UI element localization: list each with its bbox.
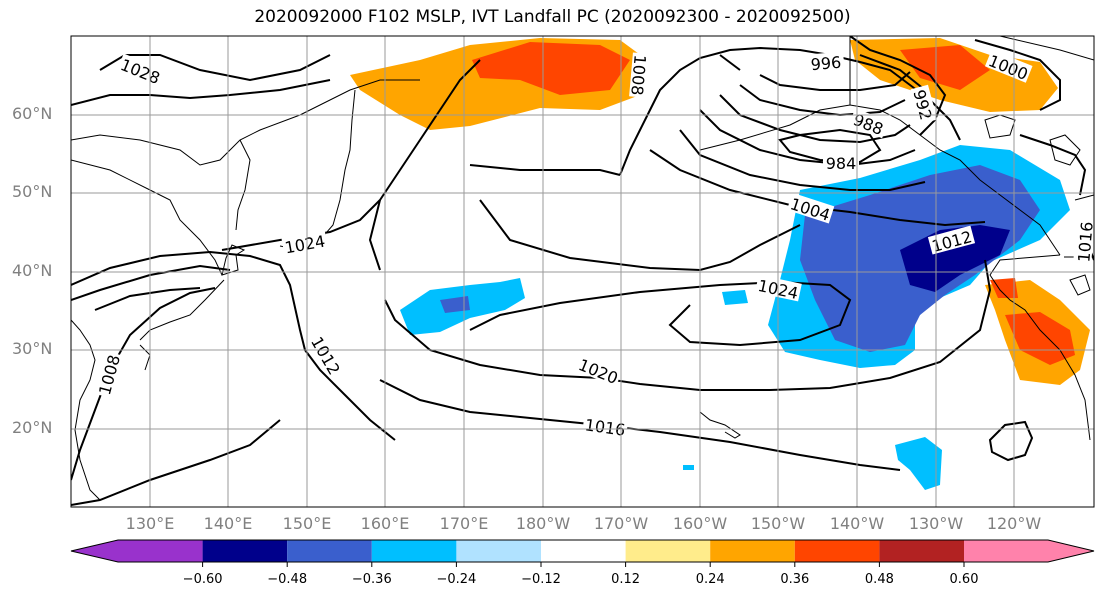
- colorbar-tick-label: −0.24: [436, 572, 477, 587]
- colorbar-tick-label: 0.48: [864, 572, 894, 587]
- colorbar-segment: [371, 540, 457, 562]
- coastlines: [71, 36, 1094, 501]
- colorbar-tick-label: −0.36: [351, 572, 392, 587]
- map-frame: [70, 35, 1095, 508]
- latitude-label: 40°N: [12, 261, 53, 280]
- longitude-label: 160°E: [360, 514, 410, 533]
- colorbar-tick-label: 0.60: [949, 572, 979, 587]
- longitude-label: 140°W: [829, 514, 885, 533]
- colorbar-segment: [202, 540, 288, 562]
- isobar-label: 1020: [576, 355, 621, 388]
- ivt-negative-shading: [400, 145, 1070, 490]
- isobar-label: 1012: [307, 333, 344, 378]
- isobar-label: 1016: [1074, 221, 1096, 263]
- longitude-label: 170°E: [439, 514, 489, 533]
- colorbar: [70, 539, 1095, 567]
- colorbar-tick-label: −0.12: [521, 572, 561, 587]
- colorbar-segment: [1048, 540, 1094, 562]
- longitude-label: 150°W: [750, 514, 806, 533]
- colorbar-segment: [71, 540, 118, 562]
- latitude-label: 20°N: [12, 418, 53, 437]
- latitude-label: 30°N: [12, 339, 53, 358]
- longitude-label: 120°W: [986, 514, 1042, 533]
- isobar-labels: 1028 1024 1024 1020 1016 1012 1008 1008 …: [93, 49, 1096, 440]
- gridlines: [71, 36, 1094, 507]
- isobar-label: 996: [810, 53, 842, 75]
- longitude-label: 130°E: [125, 514, 175, 533]
- colorbar-segment: [964, 540, 1048, 562]
- longitude-label: 180°W: [515, 514, 571, 533]
- colorbar-tick-label: 0.36: [780, 572, 810, 587]
- isobar-label: 984: [826, 154, 857, 173]
- colorbar-segment: [456, 540, 541, 562]
- colorbar-outline: [70, 539, 1095, 563]
- isobar-label: 1024: [283, 232, 326, 258]
- map-title: 2020092000 F102 MSLP, IVT Landfall PC (2…: [254, 7, 851, 27]
- isobar-label: 1008: [95, 353, 124, 397]
- isobar-label: 1028: [118, 55, 163, 88]
- longitude-label: 160°W: [672, 514, 728, 533]
- colorbar-segment: [794, 540, 880, 562]
- colorbar-segment: [287, 540, 372, 562]
- latitude-label: 60°N: [12, 104, 53, 123]
- colorbar-tick-label: −0.60: [182, 572, 223, 587]
- colorbar-tick-label: 0.24: [695, 572, 725, 587]
- longitude-label: 140°E: [203, 514, 253, 533]
- isobar-label: 1016: [584, 415, 627, 439]
- colorbar-tick-label: −0.48: [267, 572, 308, 587]
- colorbar-segment: [879, 540, 964, 562]
- map-area: 1028 1024 1024 1020 1016 1012 1008 1008 …: [71, 36, 1096, 507]
- ivt-positive-shading: [350, 38, 1090, 385]
- colorbar-segment: [710, 540, 795, 562]
- longitude-label: 130°W: [908, 514, 964, 533]
- colorbar-tick-label: 0.12: [611, 572, 641, 587]
- longitude-label: 150°E: [282, 514, 332, 533]
- latitude-label: 50°N: [12, 182, 53, 201]
- isobar-label: 1008: [627, 54, 649, 96]
- colorbar-segment: [118, 540, 203, 562]
- colorbar-segment: [541, 540, 626, 562]
- colorbar-segment: [625, 540, 711, 562]
- colorbar-ticks: [202, 562, 965, 567]
- longitude-label: 170°W: [593, 514, 649, 533]
